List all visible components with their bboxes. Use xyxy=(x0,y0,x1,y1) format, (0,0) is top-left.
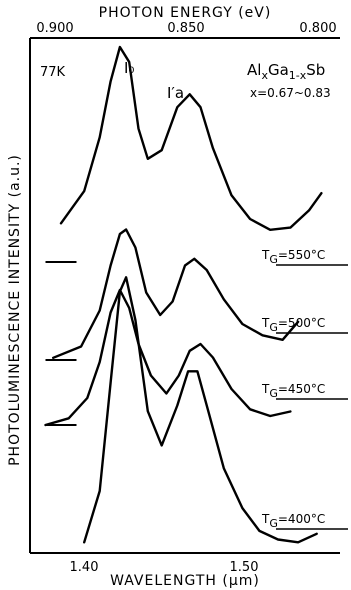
curves-group xyxy=(44,45,323,544)
composition-label: x=0.67~0.83 xyxy=(250,86,331,100)
temperature-label: 77K xyxy=(40,65,66,80)
x-tick-0: 1.40 xyxy=(70,560,99,575)
series-line-4 xyxy=(83,276,318,544)
top-tick-2: 0.800 xyxy=(299,21,336,36)
series-line-1 xyxy=(59,45,323,231)
x-axis-title: WAVELENGTH (µm) xyxy=(110,573,260,589)
top-tick-0: 0.900 xyxy=(36,21,73,36)
series-line-2 xyxy=(52,228,300,359)
series-label-3: TG=450°C xyxy=(261,382,325,400)
series-label-1: TG=550°C xyxy=(261,248,325,266)
top-axis-title: PHOTON ENERGY (eV) xyxy=(99,5,272,21)
series-label-2: TG=500°C xyxy=(261,316,325,334)
tg-labels-group: TG=550°C TG=500°C TG=450°C TG=400°C xyxy=(261,248,348,530)
series-line-3 xyxy=(44,288,292,427)
series-label-4: TG=400°C xyxy=(261,512,325,530)
y-axis-title: PHOTOLUMINESCENCE INTENSITY (a.u.) xyxy=(7,154,23,466)
x-tick-1: 1.50 xyxy=(230,560,259,575)
material-formula: AlxGa1-xSb xyxy=(247,61,325,82)
top-tick-1: 0.850 xyxy=(167,21,204,36)
peak-label-ia: I′a xyxy=(167,84,184,102)
